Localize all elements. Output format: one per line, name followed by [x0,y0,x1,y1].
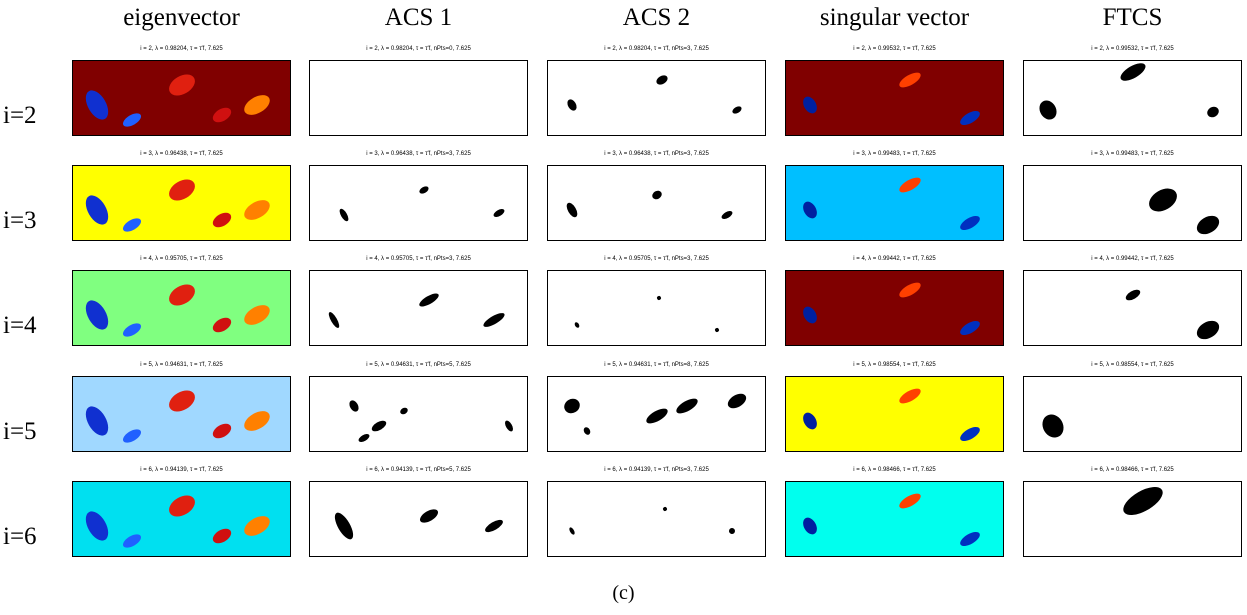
panel-subtitle: i = 6, λ = 0.94139, τ = τ′f, nPts=5, 7.6… [309,467,528,473]
panel-image [785,60,1004,136]
panel-image [72,270,291,346]
panel-subtitle: i = 2, λ = 0.98204, τ = τ′f, nPts=0, 7.6… [309,46,528,52]
panel-subtitle: i = 5, λ = 0.98554, τ = τ′f, 7.625 [1023,362,1242,368]
panel-image [1023,270,1242,346]
panel-subtitle: i = 4, λ = 0.95705, τ = τ′f, nPts=3, 7.6… [547,256,766,262]
panel-subtitle: i = 5, λ = 0.98554, τ = τ′f, 7.625 [785,362,1004,368]
panel-subtitle: i = 4, λ = 0.99442, τ = τ′f, 7.625 [785,256,1004,262]
panel-image [547,60,766,136]
panel-image [785,481,1004,557]
panel-image [547,481,766,557]
row-label: i=4 [3,312,37,340]
panel-subtitle: i = 4, λ = 0.95705, τ = τ′f, 7.625 [72,256,291,262]
panel-image [547,165,766,241]
panel-image [785,165,1004,241]
panel-image [72,376,291,452]
row-label: i=3 [3,207,37,235]
panel-image [309,376,528,452]
panel-subtitle: i = 6, λ = 0.98466, τ = τ′f, 7.625 [1023,467,1242,473]
panel-subtitle: i = 3, λ = 0.96438, τ = τ′f, nPts=3, 7.6… [309,151,528,157]
panel-subtitle: i = 4, λ = 0.95705, τ = τ′f, nPts=3, 7.6… [309,256,528,262]
panel-image [72,165,291,241]
panel-image [309,165,528,241]
panel-subtitle: i = 6, λ = 0.94139, τ = τ′f, 7.625 [72,467,291,473]
panel-subtitle: i = 2, λ = 0.98204, τ = τ′f, nPts=3, 7.6… [547,46,766,52]
panel-image [72,60,291,136]
panel-image [547,376,766,452]
panel-subtitle: i = 3, λ = 0.99483, τ = τ′f, 7.625 [785,151,1004,157]
panel-image [309,60,528,136]
panel-subtitle: i = 6, λ = 0.94139, τ = τ′f, nPts=3, 7.6… [547,467,766,473]
panel-subtitle: i = 6, λ = 0.98466, τ = τ′f, 7.625 [785,467,1004,473]
panel-subtitle: i = 3, λ = 0.96438, τ = τ′f, 7.625 [72,151,291,157]
panel-image [547,270,766,346]
panel-image [1023,376,1242,452]
panel-subtitle: i = 2, λ = 0.99532, τ = τ′f, 7.625 [1023,46,1242,52]
panel-image [309,481,528,557]
panel-image [1023,60,1242,136]
column-header: ACS 2 [547,4,766,32]
panel-subtitle: i = 5, λ = 0.94631, τ = τ′f, nPts=5, 7.6… [309,362,528,368]
panel-image [1023,481,1242,557]
row-label: i=2 [3,102,37,130]
panel-subtitle: i = 2, λ = 0.99532, τ = τ′f, 7.625 [785,46,1004,52]
column-header: singular vector [785,4,1004,32]
panel-subtitle: i = 5, λ = 0.94631, τ = τ′f, 7.625 [72,362,291,368]
panel-image [785,376,1004,452]
panel-subtitle: i = 2, λ = 0.98204, τ = τ′f, 7.625 [72,46,291,52]
panel-image [309,270,528,346]
panel-subtitle: i = 5, λ = 0.94631, τ = τ′f, nPts=8, 7.6… [547,362,766,368]
figure: (c) eigenvector ACS 1 ACS 2 singular vector… [0,0,1247,615]
column-header: eigenvector [72,4,291,32]
row-label: i=6 [3,523,37,551]
panel-subtitle: i = 4, λ = 0.99442, τ = τ′f, 7.625 [1023,256,1242,262]
panel-image [1023,165,1242,241]
panel-subtitle: i = 3, λ = 0.96438, τ = τ′f, nPts=3, 7.6… [547,151,766,157]
panel-subtitle: i = 3, λ = 0.99483, τ = τ′f, 7.625 [1023,151,1242,157]
panel-image [72,481,291,557]
row-label: i=5 [3,418,37,446]
caption: (c) [0,582,1247,605]
panel-image [785,270,1004,346]
column-header: ACS 1 [309,4,528,32]
column-header: FTCS [1023,4,1242,32]
